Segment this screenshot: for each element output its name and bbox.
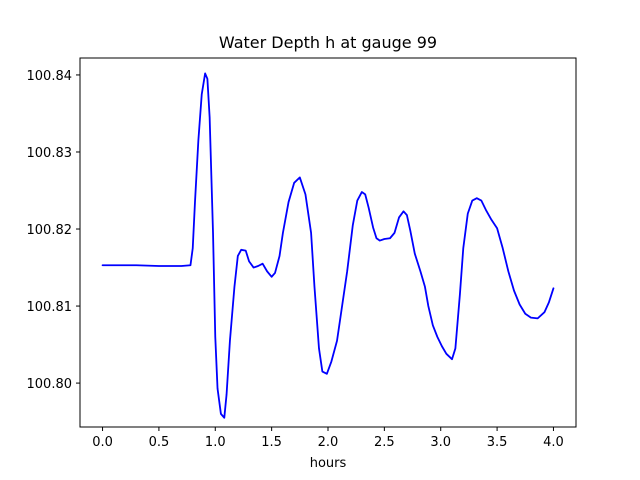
x-tick-label: 1.0 — [205, 435, 226, 450]
y-tick-label: 100.84 — [27, 69, 73, 84]
x-axis-label: hours — [310, 456, 347, 471]
x-tick-label: 3.5 — [487, 435, 508, 450]
y-tick-label: 100.80 — [27, 377, 73, 392]
x-tick-label: 2.5 — [374, 435, 395, 450]
y-axis: 100.80 100.81 100.82 100.83 100.84 — [27, 69, 80, 392]
x-tick-label: 1.5 — [261, 435, 282, 450]
x-tick-label: 2.0 — [318, 435, 339, 450]
x-tick-label: 3.0 — [430, 435, 451, 450]
x-tick-label: 4.0 — [543, 435, 564, 450]
chart-title: Water Depth h at gauge 99 — [219, 33, 437, 52]
y-tick-label: 100.82 — [27, 223, 73, 238]
x-axis: 0.0 0.5 1.0 1.5 2.0 2.5 3.0 3.5 4.0 — [92, 427, 564, 450]
x-tick-label: 0.5 — [149, 435, 170, 450]
y-tick-label: 100.83 — [27, 146, 73, 161]
y-tick-label: 100.81 — [27, 300, 73, 315]
water-depth-series-line — [101, 72, 555, 419]
x-tick-label: 0.0 — [92, 435, 113, 450]
